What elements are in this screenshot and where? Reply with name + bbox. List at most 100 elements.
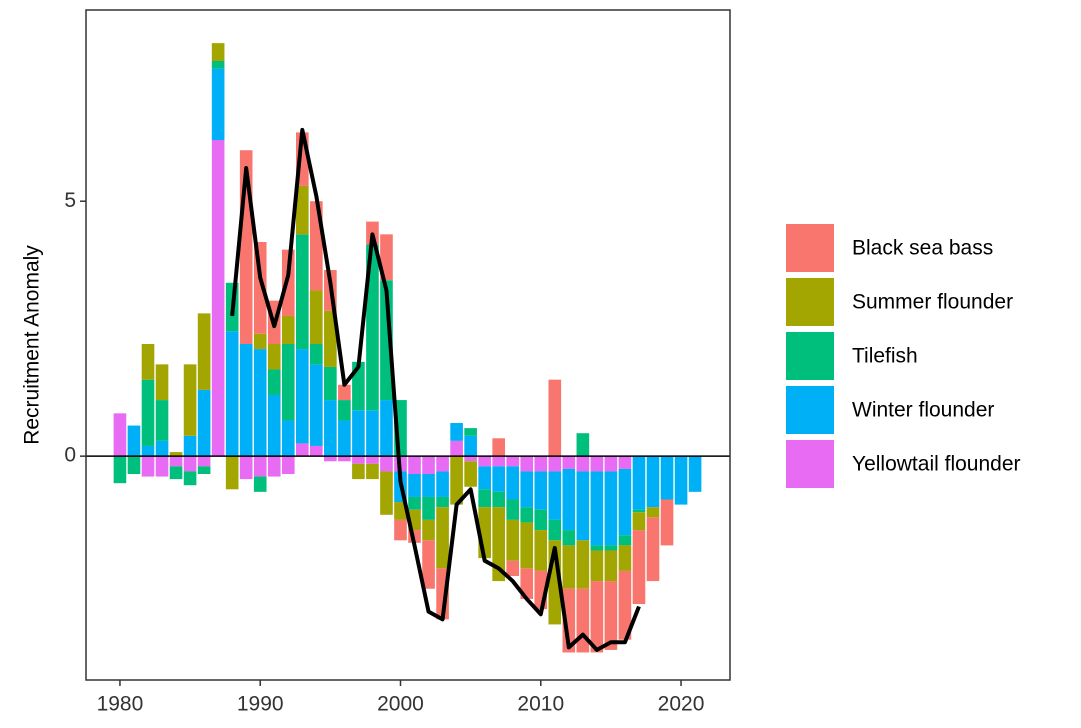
bar [394, 502, 407, 520]
bar [604, 471, 618, 546]
bar [506, 499, 520, 520]
bar [548, 456, 562, 472]
bar [548, 379, 562, 457]
bar [492, 438, 505, 457]
bar [324, 400, 337, 457]
bar [197, 456, 211, 467]
bar [141, 343, 155, 380]
bar [534, 530, 548, 571]
bar [534, 471, 548, 510]
bar [394, 519, 407, 541]
bar [632, 530, 646, 605]
bar [169, 456, 183, 467]
bar [436, 471, 449, 497]
bar [632, 512, 646, 531]
bar [338, 420, 351, 457]
legend-label: Black sea bass [852, 237, 993, 260]
bar [576, 471, 590, 541]
bar [604, 550, 618, 582]
bar [520, 456, 534, 472]
bar [366, 456, 379, 464]
bar [660, 456, 674, 500]
bar [618, 570, 632, 640]
bar [436, 496, 449, 508]
bar [632, 509, 646, 513]
bar [590, 581, 604, 653]
bar [310, 290, 323, 344]
bar [506, 466, 520, 500]
bar [478, 489, 491, 508]
bar [576, 433, 590, 457]
bar [310, 364, 323, 446]
bar [436, 456, 449, 472]
bar [646, 517, 660, 582]
bar [632, 456, 646, 510]
bar [422, 474, 435, 497]
bar [562, 530, 576, 546]
bar [281, 315, 295, 344]
bar [478, 466, 491, 490]
bar [113, 413, 127, 457]
bar [590, 545, 604, 551]
bar [562, 456, 576, 469]
y-tick-label: 0 [64, 444, 76, 467]
bar [211, 60, 225, 69]
bar [155, 364, 169, 401]
legend-key [786, 224, 834, 272]
bar [464, 428, 477, 436]
bar [674, 456, 688, 505]
bar [450, 440, 463, 457]
bar [366, 463, 379, 480]
bar [646, 456, 660, 508]
bar [281, 420, 295, 457]
bar [338, 456, 351, 462]
bar [295, 349, 309, 444]
legend-key [786, 278, 834, 326]
bar [520, 507, 534, 523]
bar [492, 466, 505, 492]
bar [366, 410, 379, 457]
bar [422, 456, 435, 475]
bar [450, 423, 463, 441]
bar [408, 456, 421, 475]
line [230, 127, 641, 652]
bar [310, 343, 323, 365]
bar [618, 456, 632, 469]
bar [380, 234, 393, 281]
legend-key [786, 332, 834, 380]
bar [338, 400, 351, 421]
bar [352, 463, 365, 480]
x-tick-label: 1980 [97, 693, 144, 716]
bar [183, 456, 197, 472]
bar [562, 468, 576, 531]
x-tick-label: 1990 [237, 693, 284, 716]
bar [450, 456, 463, 505]
bar [310, 445, 323, 457]
bar [618, 535, 632, 546]
bar [576, 540, 590, 589]
bar [225, 331, 239, 457]
bar [436, 507, 449, 569]
bar [492, 456, 505, 467]
bar [422, 519, 435, 541]
bar [169, 452, 183, 457]
bar [141, 379, 155, 446]
bar [295, 443, 309, 457]
legend-label: Tilefish [852, 345, 918, 368]
bar [506, 519, 520, 561]
bar [520, 522, 534, 569]
bar [253, 349, 267, 457]
panel-border [85, 9, 731, 681]
bar [464, 461, 477, 487]
bar [576, 456, 590, 472]
bar [281, 456, 295, 475]
bar [267, 456, 281, 477]
bar [464, 435, 477, 457]
bar [197, 389, 211, 457]
bar [534, 456, 548, 472]
bar [295, 234, 309, 350]
bar [590, 471, 604, 546]
bar [211, 140, 225, 457]
bar [183, 471, 197, 486]
bar [520, 471, 534, 508]
